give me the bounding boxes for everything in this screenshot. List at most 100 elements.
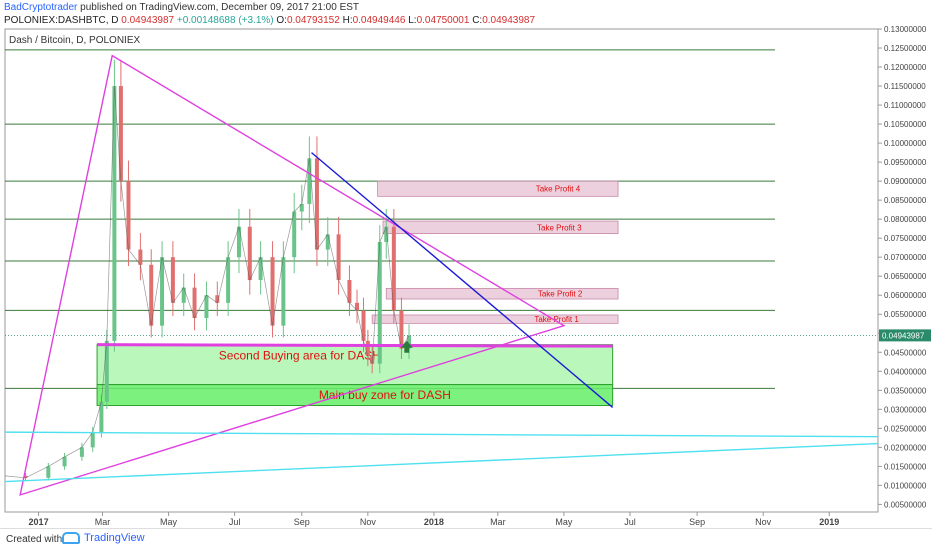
candle-body [247, 226, 252, 281]
candle-body [361, 310, 366, 341]
take-profit-box [377, 180, 619, 197]
candle-body [204, 295, 209, 319]
h-label: H: [342, 15, 353, 26]
candle-body [104, 340, 109, 402]
up-arrow-icon [400, 340, 413, 353]
x-tick-label: May [160, 517, 178, 527]
candle-body [355, 302, 360, 311]
x-tick-label: Mar [490, 517, 506, 527]
x-tick-label: Jul [229, 517, 241, 527]
footer: Created with TradingView [0, 528, 932, 551]
candle-body [347, 280, 352, 303]
take-profit-box [382, 220, 619, 235]
candle-body [407, 335, 412, 349]
candle-body [270, 257, 275, 326]
x-tick-label: Mar [95, 517, 111, 527]
x-tick-label: May [555, 517, 573, 527]
y-tick-label: 0.03000000 [884, 405, 927, 414]
x-tick-label: 2018 [424, 517, 444, 527]
publish-line: BadCryptotrader published on TradingView… [4, 2, 359, 13]
neckline [97, 343, 613, 348]
y-tick-label: 0.06000000 [884, 291, 927, 300]
l-label: L: [408, 15, 417, 26]
y-tick-label: 0.08500000 [884, 196, 927, 205]
o-value: 0.04793152 [286, 15, 340, 26]
y-tick-label: 0.11500000 [884, 82, 926, 91]
y-tick-label: 0.04000000 [884, 367, 927, 376]
candle-body [215, 295, 220, 303]
last-price: 0.04943987 [121, 15, 175, 26]
candle-body [258, 257, 263, 281]
cyan-support-line [4, 431, 879, 438]
second-buy-zone [96, 344, 614, 386]
candle-body [384, 226, 389, 242]
y-tick-label: 0.12000000 [884, 63, 927, 72]
chart-title: Dash / Bitcoin, D, POLONIEX [9, 35, 141, 46]
candle-body [112, 86, 117, 341]
candle-body [99, 401, 104, 433]
candle-body [160, 257, 165, 326]
ohlc-line: POLONIEX:DASHBTC, D 0.04943987 +0.001486… [4, 15, 535, 26]
o-label: O: [276, 15, 287, 26]
second-buy-zone-label: Second Buying area for DASH [219, 349, 381, 363]
candle-body [365, 340, 370, 357]
chart-header: BadCryptotrader published on TradingView… [0, 0, 932, 30]
x-tick-label: Nov [360, 517, 377, 527]
candle-body [23, 475, 28, 478]
price-chart[interactable]: 0.13000000 0.12500000 0.12000000 0.11500000… [0, 0, 932, 528]
tradingview-brand[interactable]: TradingView [62, 532, 145, 545]
candle-body [79, 447, 84, 457]
change-value: +0.00148688 (+3.1%) [176, 15, 274, 26]
candle-body [325, 234, 330, 250]
x-tick-label: 2017 [29, 517, 49, 527]
x-tick-label: Sep [689, 517, 705, 527]
y-tick-label: 0.04500000 [884, 348, 927, 357]
candle-body [46, 466, 51, 478]
y-tick-label: 0.00500000 [884, 500, 927, 509]
y-tick-label: 0.10500000 [884, 120, 927, 129]
y-tick-label: 0.05500000 [884, 310, 927, 319]
c-label: C: [472, 15, 483, 26]
h-value: 0.04949446 [352, 15, 406, 26]
candle-body [170, 257, 175, 303]
candle-body [292, 211, 297, 258]
y-tick-label: 0.01500000 [884, 462, 927, 471]
candle-body [299, 203, 304, 212]
symbol-label: POLONIEX:DASHBTC, D [4, 15, 119, 26]
y-tick-label: 0.13000000 [884, 25, 927, 34]
x-tick-label: Sep [294, 517, 310, 527]
take-profit-label: Take Profit 1 [534, 315, 579, 324]
plot-area [4, 28, 879, 513]
author-link[interactable]: BadCryptotrader [4, 2, 78, 13]
y-tick-label: 0.07500000 [884, 234, 927, 243]
candle-body [236, 226, 241, 258]
candle-body [192, 287, 197, 319]
cloud-icon [62, 532, 80, 545]
candle-body [391, 226, 396, 311]
y-tick-label: 0.06500000 [884, 272, 927, 281]
take-profit-label: Take Profit 4 [536, 185, 581, 194]
y-tick-label: 0.02000000 [884, 443, 927, 452]
candle-body [281, 257, 286, 326]
candle-body [90, 432, 95, 448]
brand-label: TradingView [84, 532, 145, 544]
candle-body [307, 158, 312, 204]
take-profit-label: Take Profit 2 [538, 290, 583, 299]
y-tick-label: 0.02500000 [884, 424, 927, 433]
c-value: 0.04943987 [482, 15, 536, 26]
y-tick-label: 0.08000000 [884, 215, 927, 224]
published-text: published on TradingView.com, December 0… [80, 2, 360, 13]
y-tick-label: 0.11000000 [884, 101, 926, 110]
candle-body [336, 234, 341, 281]
y-tick-label: 0.01000000 [884, 481, 927, 490]
created-with-text: Created with [6, 534, 63, 545]
y-tick-label: 0.09500000 [884, 158, 927, 167]
candle-body [126, 181, 131, 250]
y-tick-label: 0.07000000 [884, 253, 927, 262]
candle-body [377, 241, 382, 364]
x-tick-label: Jul [624, 517, 636, 527]
candle-body [181, 287, 186, 303]
l-value: 0.04750001 [416, 15, 470, 26]
last-price-tag-label: 0.04943987 [882, 331, 925, 340]
main-buy-zone [96, 384, 614, 407]
